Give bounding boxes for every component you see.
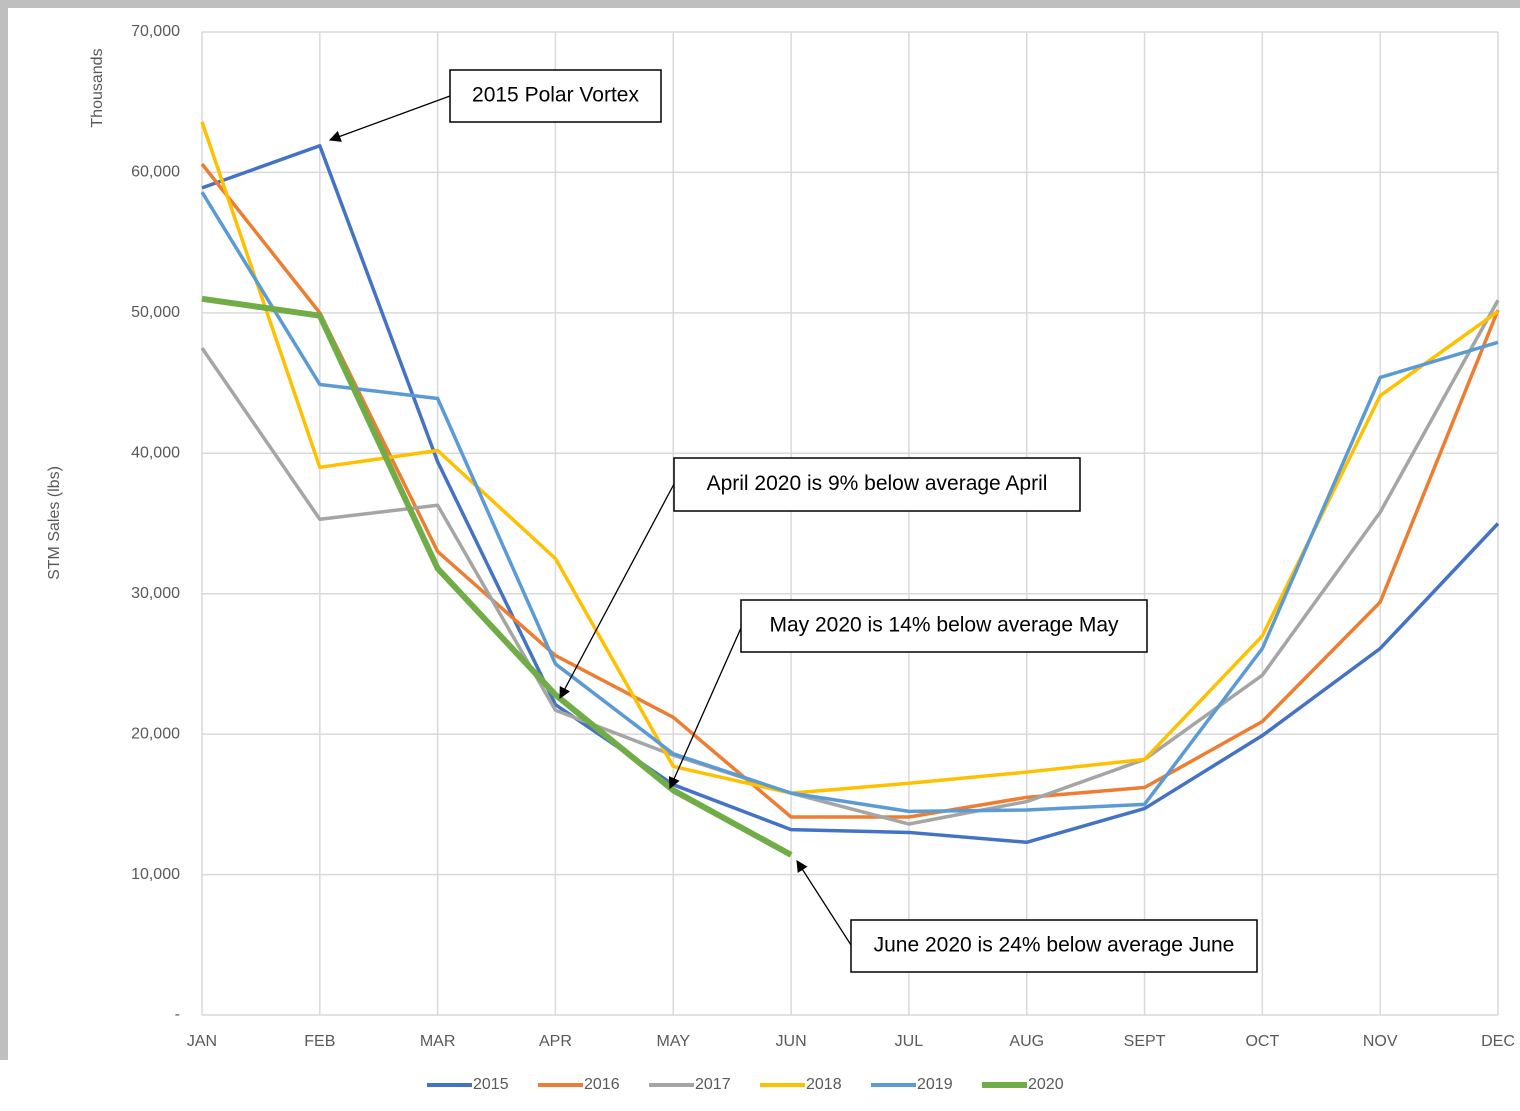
legend-label: 2016 bbox=[584, 1076, 620, 1093]
y-tick-label: 10,000 bbox=[131, 866, 180, 883]
legend-label: 2015 bbox=[473, 1076, 509, 1093]
legend-label: 2018 bbox=[806, 1076, 842, 1093]
y-tick-label: - bbox=[175, 1006, 180, 1023]
y-tick-label: 40,000 bbox=[131, 445, 180, 462]
annotation-text: June 2020 is 24% below average June bbox=[874, 934, 1235, 957]
x-tick-label: OCT bbox=[1245, 1033, 1279, 1050]
x-tick-label: JAN bbox=[187, 1033, 217, 1050]
annotation-box bbox=[850, 919, 1258, 973]
x-tick-label: NOV bbox=[1363, 1033, 1398, 1050]
y-axis-units: Thousands bbox=[89, 48, 106, 127]
y-tick-label: 30,000 bbox=[131, 585, 180, 602]
annotation-arrow bbox=[668, 627, 742, 790]
annotation-arrow bbox=[559, 483, 675, 700]
series-line bbox=[201, 143, 1500, 845]
legend-label: 2019 bbox=[917, 1076, 953, 1093]
x-tick-label: AUG bbox=[1009, 1033, 1044, 1050]
frame-top bbox=[0, 0, 1520, 8]
legend-label: 2017 bbox=[695, 1076, 731, 1093]
annotation-arrow bbox=[328, 95, 451, 142]
annotation-arrow bbox=[796, 860, 852, 946]
annotation-box bbox=[449, 69, 662, 123]
x-tick-label: JUL bbox=[895, 1033, 924, 1050]
y-tick-label: 20,000 bbox=[131, 725, 180, 742]
y-tick-label: 50,000 bbox=[131, 304, 180, 321]
annotation-text: 2015 Polar Vortex bbox=[472, 84, 639, 107]
y-axis-title: STM Sales (lbs) bbox=[46, 466, 63, 580]
x-tick-label: SEPT bbox=[1124, 1033, 1166, 1050]
series-line bbox=[201, 295, 793, 858]
x-tick-label: DEC bbox=[1481, 1033, 1515, 1050]
series-line bbox=[200, 121, 1500, 795]
annotation-text: April 2020 is 9% below average April bbox=[707, 472, 1048, 495]
annotation-text: May 2020 is 14% below average May bbox=[769, 614, 1119, 637]
x-tick-label: APR bbox=[539, 1033, 572, 1050]
frame-left bbox=[0, 0, 8, 1060]
x-tick-label: MAY bbox=[657, 1033, 691, 1050]
x-tick-label: JUN bbox=[776, 1033, 807, 1050]
y-tick-label: 70,000 bbox=[131, 23, 180, 40]
series-line bbox=[200, 162, 1500, 819]
legend-label: 2020 bbox=[1028, 1076, 1064, 1093]
annotation-box bbox=[673, 457, 1081, 512]
series-line bbox=[200, 191, 1499, 814]
x-tick-label: MAR bbox=[420, 1033, 456, 1050]
y-tick-label: 60,000 bbox=[131, 164, 180, 181]
x-tick-label: FEB bbox=[304, 1033, 335, 1050]
annotation-box bbox=[740, 599, 1148, 653]
series-line bbox=[200, 299, 1500, 826]
